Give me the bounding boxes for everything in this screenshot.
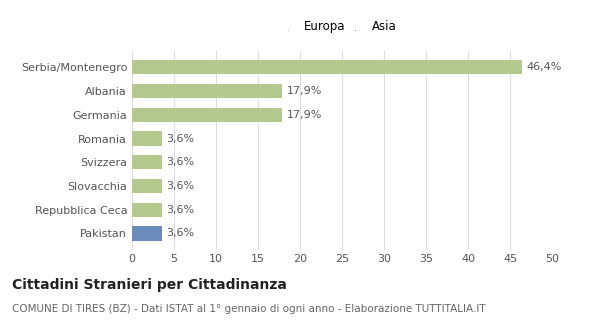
Bar bbox=[132, 155, 162, 169]
Bar bbox=[132, 203, 162, 217]
Text: 3,6%: 3,6% bbox=[166, 205, 194, 215]
Text: 17,9%: 17,9% bbox=[287, 86, 322, 96]
Text: 3,6%: 3,6% bbox=[166, 181, 194, 191]
Bar bbox=[132, 132, 162, 146]
Bar bbox=[132, 60, 522, 75]
Bar bbox=[132, 84, 283, 98]
Text: 17,9%: 17,9% bbox=[287, 110, 322, 120]
Bar bbox=[132, 108, 283, 122]
Text: Cittadini Stranieri per Cittadinanza: Cittadini Stranieri per Cittadinanza bbox=[12, 278, 287, 292]
Bar bbox=[132, 226, 162, 241]
Bar bbox=[132, 179, 162, 193]
Text: 3,6%: 3,6% bbox=[166, 228, 194, 238]
Text: 3,6%: 3,6% bbox=[166, 133, 194, 144]
Text: 3,6%: 3,6% bbox=[166, 157, 194, 167]
Text: COMUNE DI TIRES (BZ) - Dati ISTAT al 1° gennaio di ogni anno - Elaborazione TUTT: COMUNE DI TIRES (BZ) - Dati ISTAT al 1° … bbox=[12, 304, 485, 314]
Text: 46,4%: 46,4% bbox=[526, 62, 562, 72]
Legend: Europa, Asia: Europa, Asia bbox=[283, 15, 401, 37]
